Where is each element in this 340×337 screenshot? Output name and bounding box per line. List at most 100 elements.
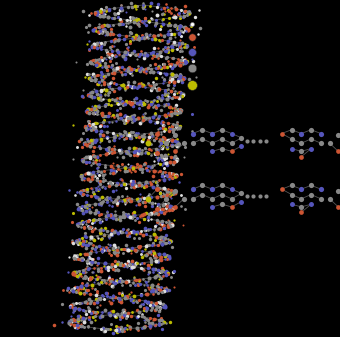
Point	[119, 133, 124, 139]
Point	[94, 112, 99, 117]
Point	[86, 217, 91, 222]
Point	[136, 22, 141, 27]
Point	[162, 93, 168, 98]
Point	[119, 310, 125, 315]
Point	[299, 186, 304, 192]
Point	[96, 28, 102, 33]
Point	[239, 143, 244, 149]
Point	[159, 268, 165, 273]
Point	[164, 96, 170, 101]
Point	[161, 62, 166, 67]
Point	[158, 237, 164, 242]
Point	[141, 282, 147, 287]
Point	[152, 137, 157, 143]
Point	[140, 112, 146, 117]
Point	[118, 279, 123, 284]
Point	[88, 275, 94, 280]
Point	[200, 192, 205, 197]
Point	[153, 17, 159, 23]
Point	[97, 145, 102, 150]
Point	[155, 303, 161, 308]
Point	[149, 300, 154, 306]
Point	[134, 260, 139, 266]
Point	[125, 68, 131, 74]
Point	[102, 308, 107, 313]
Point	[112, 169, 117, 174]
Point	[165, 224, 170, 229]
Point	[150, 132, 155, 137]
Point	[120, 291, 125, 297]
Point	[138, 150, 144, 155]
Point	[97, 244, 102, 249]
Point	[103, 92, 108, 97]
Point	[85, 224, 90, 229]
Point	[92, 317, 98, 323]
Point	[161, 173, 167, 178]
Point	[264, 193, 269, 199]
Point	[75, 316, 81, 321]
Point	[169, 47, 175, 53]
Point	[100, 293, 106, 299]
Point	[180, 61, 185, 66]
Point	[130, 129, 135, 134]
Point	[112, 149, 117, 154]
Point	[153, 105, 158, 110]
Point	[80, 300, 85, 305]
Point	[146, 226, 151, 232]
Point	[128, 71, 133, 76]
Point	[157, 26, 163, 32]
Point	[137, 303, 143, 309]
Point	[110, 308, 116, 314]
Point	[141, 267, 147, 273]
Point	[175, 122, 180, 127]
Point	[128, 17, 133, 23]
Point	[68, 318, 74, 323]
Point	[124, 227, 130, 233]
Point	[109, 53, 115, 58]
Point	[81, 187, 86, 193]
Point	[182, 27, 187, 33]
Point	[160, 273, 165, 278]
Point	[124, 119, 130, 125]
Point	[176, 63, 182, 68]
Point	[189, 56, 195, 62]
Point	[155, 281, 161, 287]
Point	[85, 41, 90, 47]
Point	[116, 249, 121, 254]
Point	[121, 226, 126, 232]
Point	[110, 188, 116, 193]
Point	[151, 69, 156, 74]
Point	[84, 251, 90, 256]
Point	[173, 94, 178, 100]
Point	[99, 43, 104, 49]
Point	[69, 319, 75, 324]
Point	[152, 23, 157, 28]
Point	[85, 324, 90, 329]
Point	[164, 92, 169, 97]
Point	[83, 161, 89, 166]
Point	[130, 4, 135, 9]
Point	[135, 64, 140, 69]
Point	[168, 223, 173, 228]
Point	[160, 234, 166, 240]
Point	[147, 20, 152, 25]
Point	[88, 225, 94, 231]
Point	[71, 210, 76, 216]
Point	[91, 237, 97, 242]
Point	[136, 199, 141, 204]
Point	[142, 200, 148, 205]
Point	[123, 196, 129, 202]
Point	[106, 183, 112, 189]
Point	[86, 160, 92, 165]
Point	[188, 24, 193, 29]
Point	[141, 55, 146, 61]
Point	[140, 82, 145, 87]
Point	[155, 4, 160, 9]
Point	[157, 113, 162, 119]
Point	[135, 19, 140, 24]
Point	[136, 197, 141, 202]
Point	[148, 251, 154, 257]
Point	[178, 29, 184, 34]
Point	[80, 284, 85, 290]
Point	[166, 218, 171, 223]
